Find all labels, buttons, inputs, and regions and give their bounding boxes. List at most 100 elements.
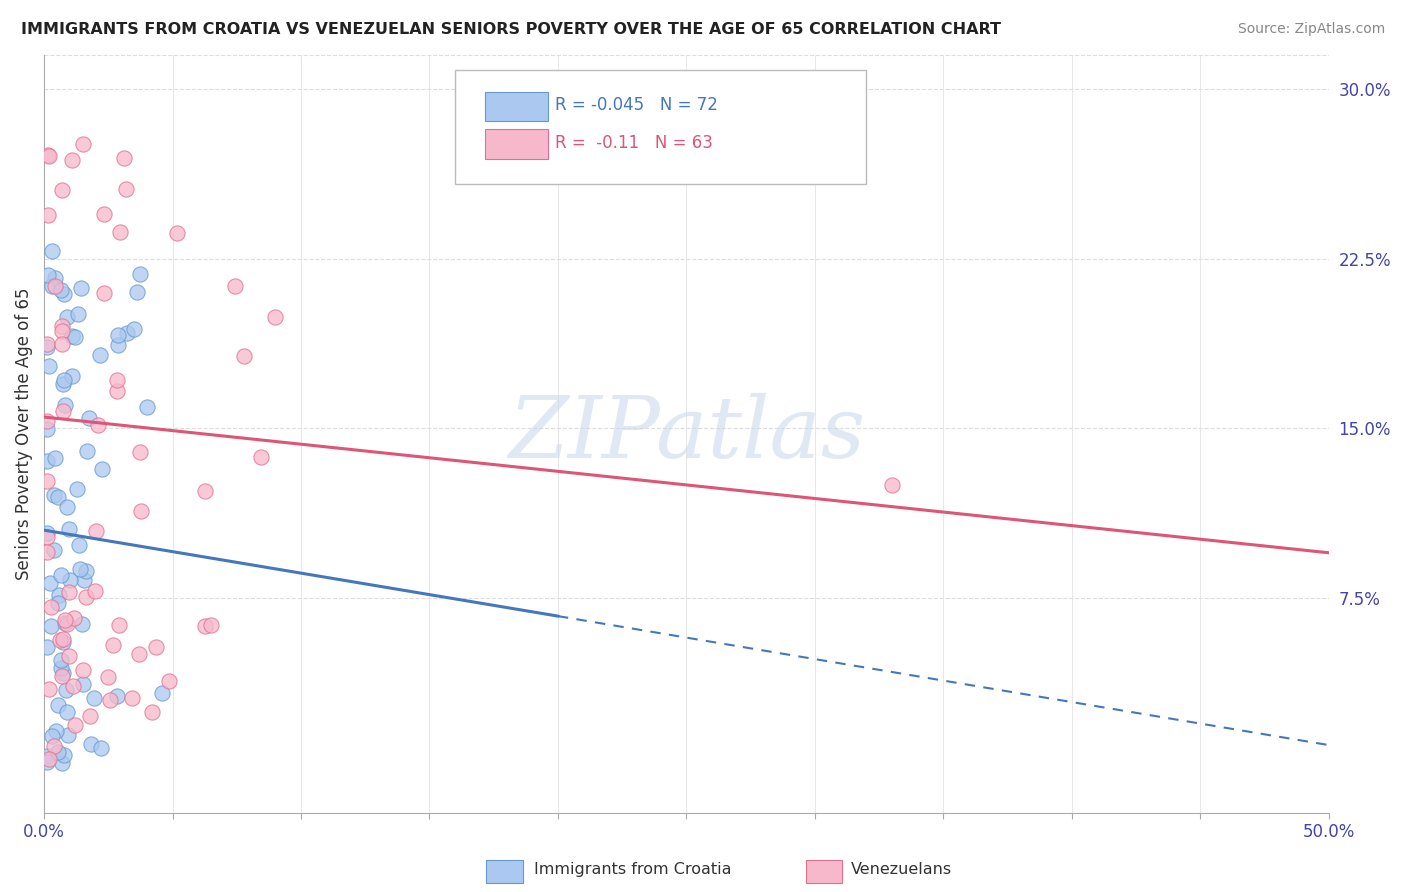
Point — [42, 488, 65, 502]
Point — [63, 611, 86, 625]
Point — [264, 310, 287, 324]
Point — [53, 286, 76, 301]
Point — [42, 739, 65, 754]
Point — [87, 417, 110, 432]
Point — [45, 723, 67, 738]
Point — [52, 377, 75, 392]
Point — [128, 647, 150, 661]
Point — [35, 474, 58, 488]
Point — [122, 322, 145, 336]
Point — [60, 153, 83, 168]
Text: ZIPatlas: ZIPatlas — [508, 392, 865, 475]
Point — [35, 640, 58, 654]
Point — [110, 225, 132, 239]
Point — [51, 319, 73, 334]
Point — [86, 524, 108, 538]
Point — [58, 584, 80, 599]
Point — [67, 307, 90, 321]
Point — [39, 619, 62, 633]
Point — [51, 337, 73, 351]
Point — [51, 669, 73, 683]
Point — [35, 748, 58, 763]
Point — [52, 632, 75, 646]
Point — [63, 718, 86, 732]
Point — [51, 183, 73, 197]
Point — [56, 617, 79, 632]
Point — [41, 729, 63, 743]
Point — [51, 283, 73, 297]
Point — [46, 745, 69, 759]
Y-axis label: Seniors Poverty Over the Age of 65: Seniors Poverty Over the Age of 65 — [15, 288, 32, 581]
Point — [52, 403, 75, 417]
Point — [53, 613, 76, 627]
Point — [56, 705, 79, 719]
Point — [37, 268, 59, 283]
Point — [98, 693, 121, 707]
Text: Venezuelans: Venezuelans — [851, 863, 952, 877]
Point — [58, 649, 80, 664]
Point — [44, 279, 66, 293]
Point — [38, 148, 60, 162]
Point — [35, 526, 58, 541]
Point — [35, 340, 58, 354]
Point — [72, 136, 94, 151]
Point — [44, 450, 66, 465]
Point — [55, 398, 77, 412]
Point — [41, 278, 63, 293]
Point — [39, 599, 62, 614]
Point — [145, 640, 167, 654]
Point — [233, 349, 256, 363]
Point — [48, 698, 70, 712]
FancyBboxPatch shape — [456, 70, 866, 184]
Point — [129, 504, 152, 518]
Point — [35, 422, 58, 436]
Point — [52, 748, 75, 763]
Point — [107, 328, 129, 343]
Point — [157, 674, 180, 689]
Point — [83, 690, 105, 705]
Point — [91, 462, 114, 476]
Text: R =  -0.11   N = 63: R = -0.11 N = 63 — [555, 134, 713, 152]
Point — [44, 271, 66, 285]
Point — [70, 616, 93, 631]
Point — [69, 562, 91, 576]
Point — [129, 444, 152, 458]
Point — [59, 573, 82, 587]
Point — [49, 632, 72, 647]
Point — [52, 373, 75, 387]
Point — [105, 689, 128, 703]
Point — [60, 328, 83, 343]
Text: Immigrants from Croatia: Immigrants from Croatia — [534, 863, 731, 877]
Point — [35, 545, 58, 559]
Point — [56, 728, 79, 742]
Point — [136, 400, 159, 414]
Point — [90, 741, 112, 756]
Point — [69, 281, 91, 295]
Point — [115, 326, 138, 340]
Point — [107, 338, 129, 352]
Point — [56, 500, 79, 514]
Point — [49, 653, 72, 667]
Point — [60, 369, 83, 384]
Point — [93, 285, 115, 300]
Point — [77, 410, 100, 425]
Point — [224, 279, 246, 293]
Point — [129, 267, 152, 281]
Point — [35, 453, 58, 467]
Point — [250, 450, 273, 464]
Point — [38, 359, 60, 374]
Point — [35, 336, 58, 351]
Point — [105, 384, 128, 398]
Point — [38, 752, 60, 766]
Point — [66, 483, 89, 497]
FancyBboxPatch shape — [485, 129, 548, 159]
Point — [75, 590, 97, 604]
Point — [52, 666, 75, 681]
Point — [115, 182, 138, 196]
Point — [67, 539, 90, 553]
Point — [39, 576, 62, 591]
Point — [112, 151, 135, 165]
Point — [72, 677, 94, 691]
Point — [35, 755, 58, 769]
Point — [56, 310, 79, 324]
